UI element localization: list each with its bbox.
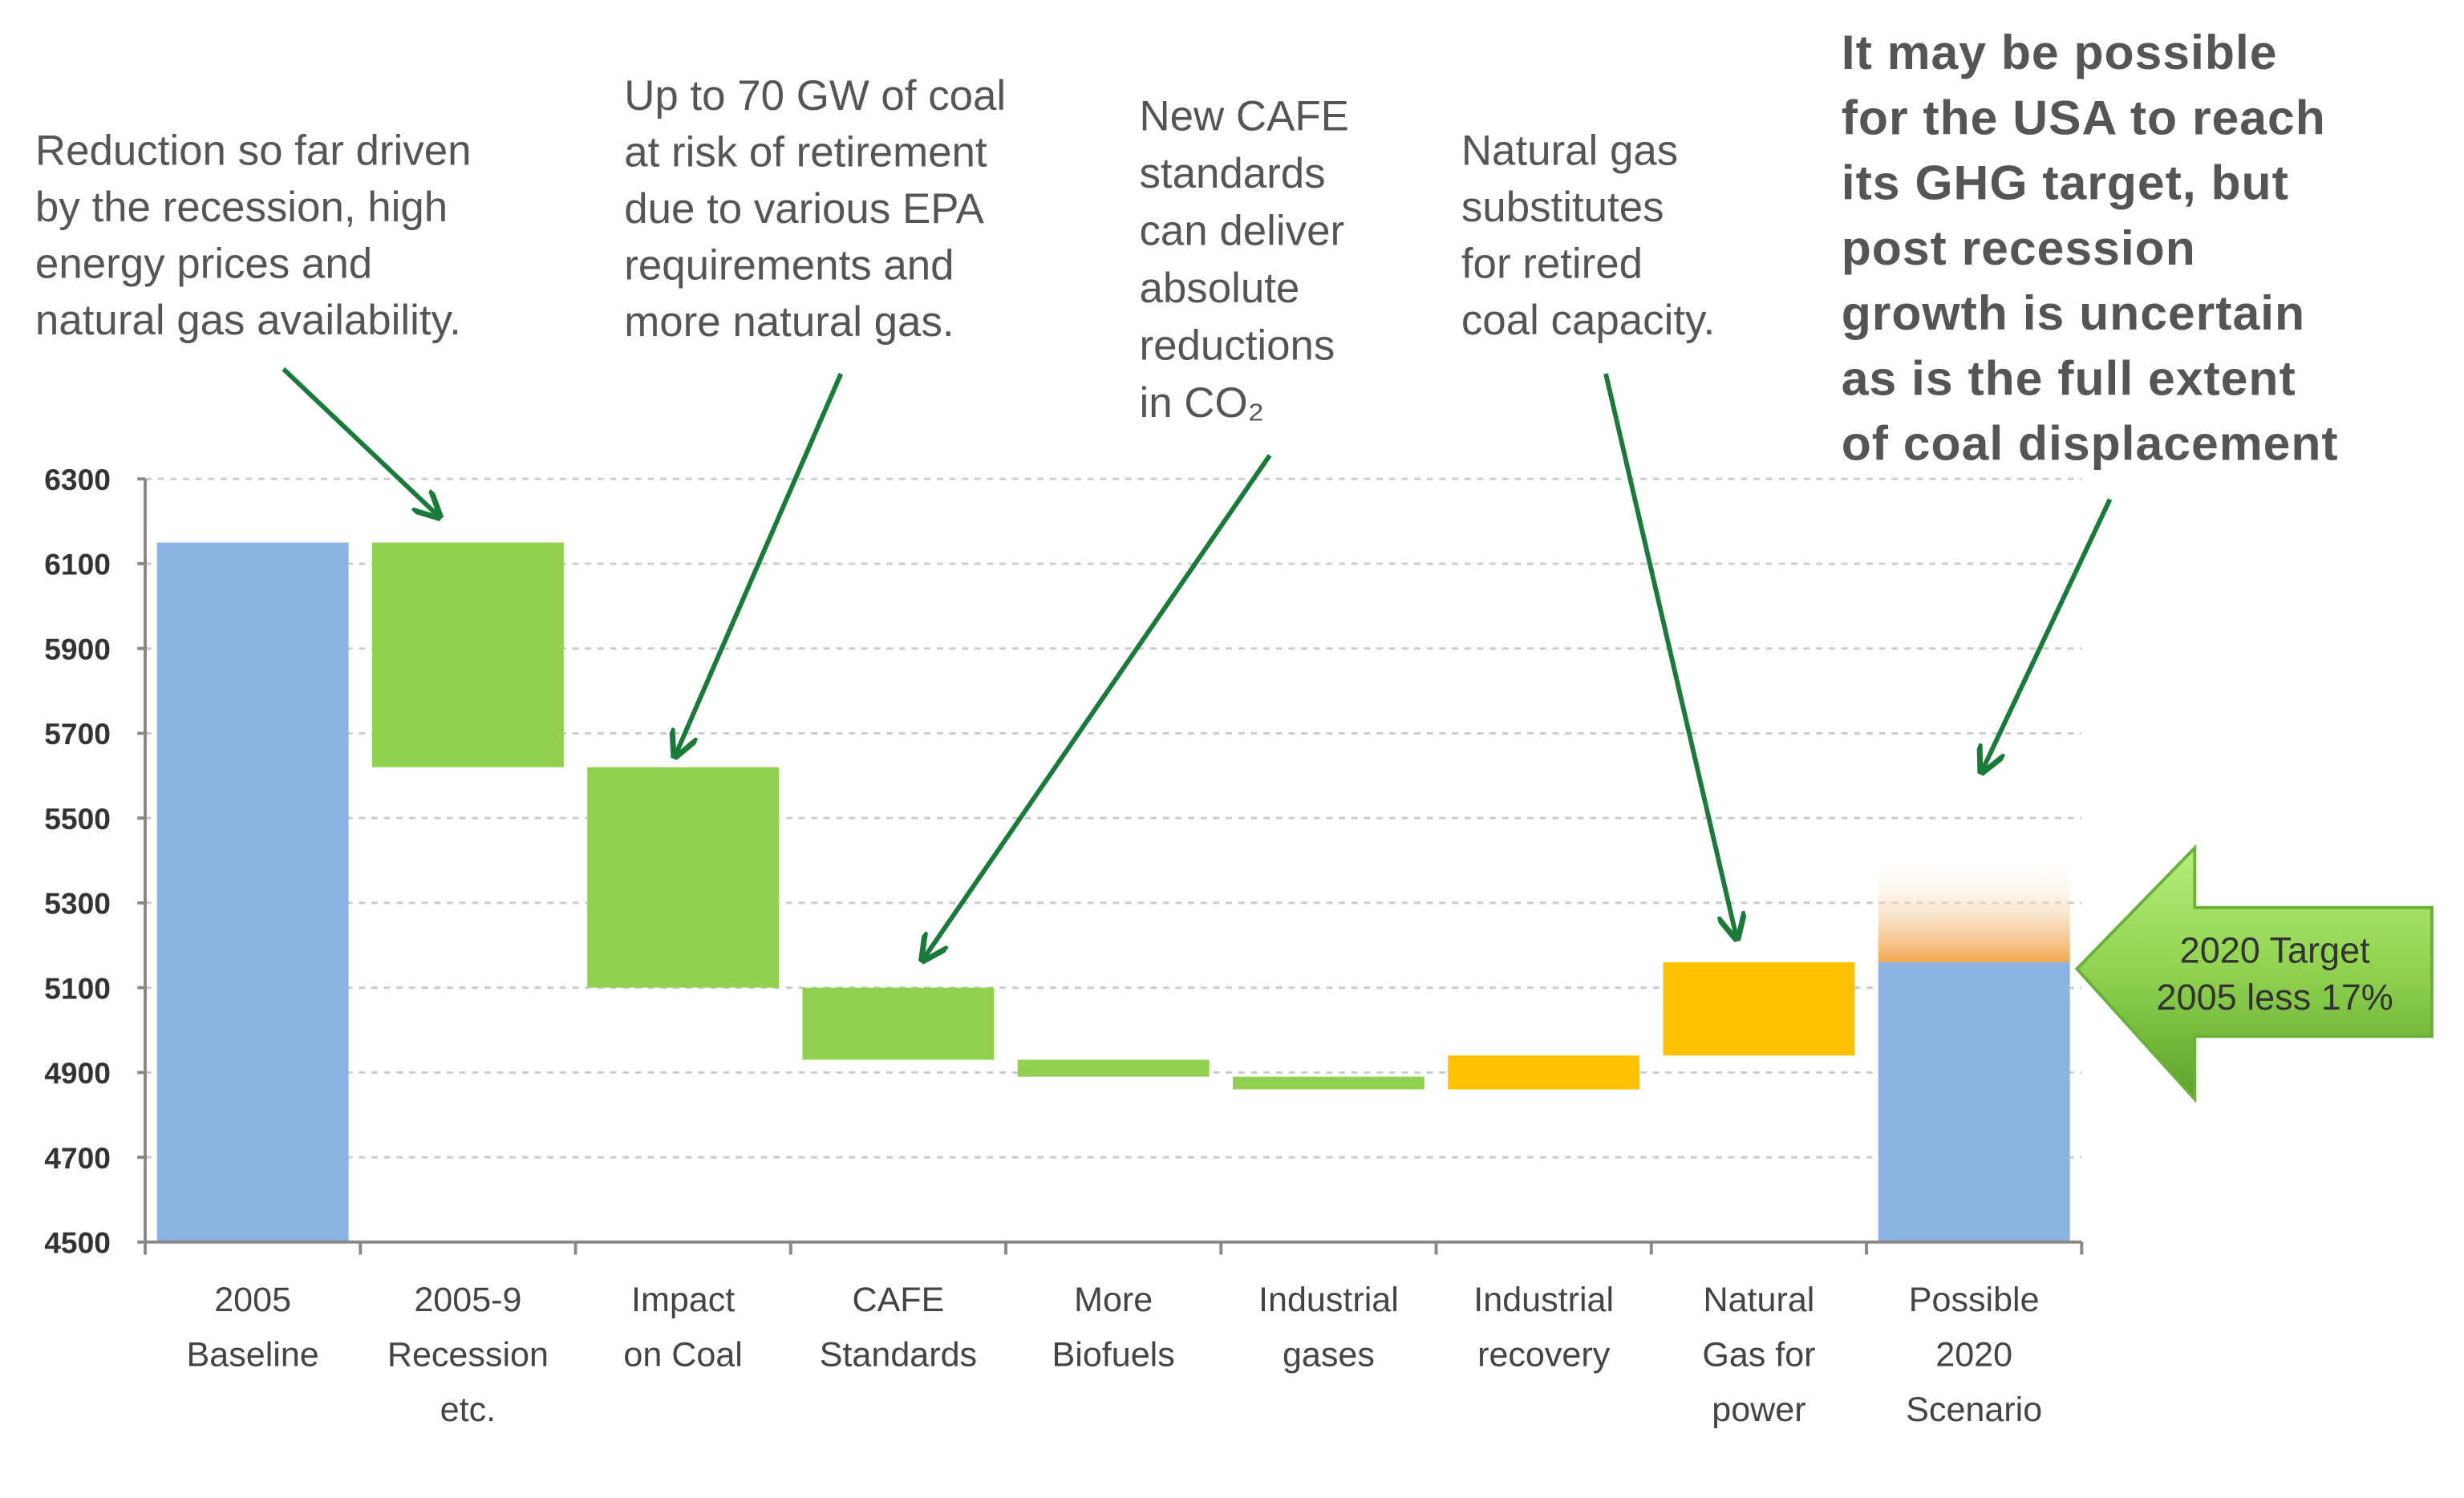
bar-increase — [1448, 1055, 1640, 1090]
annotation-text: absolute — [1139, 265, 1299, 312]
category-label: 2005 — [214, 1281, 291, 1319]
category-label: 2005-9 — [414, 1281, 521, 1319]
category-label: etc. — [440, 1391, 496, 1429]
bar-decrease — [1232, 1076, 1424, 1090]
bar-decrease — [802, 987, 995, 1060]
y-tick-label: 6100 — [44, 548, 111, 581]
category-label: Scenario — [1906, 1391, 2042, 1429]
annotation-text: Reduction so far driven — [35, 128, 472, 175]
annotation-text: can deliver — [1139, 207, 1344, 254]
y-tick-label: 5900 — [44, 632, 111, 666]
bar-decrease — [371, 542, 564, 767]
y-tick-label: 4500 — [44, 1226, 111, 1260]
category-label: on Coal — [623, 1336, 742, 1375]
annotation-text: for the USA to reach — [1842, 90, 2326, 144]
bar-increase — [1663, 962, 1855, 1056]
category-label: Industrial — [1473, 1281, 1614, 1319]
category-label: power — [1712, 1391, 1805, 1429]
annotations: Reduction so far driven by the recession,… — [35, 25, 2339, 958]
annotation-text: reductions — [1139, 322, 1335, 369]
annotation-text: its GHG target, but — [1842, 156, 2289, 210]
annotation-text: as is the full extent — [1842, 350, 2296, 405]
target-arrow: 2020 Target 2005 less 17% — [2074, 844, 2434, 1103]
target-label: 2020 Target — [2180, 929, 2370, 970]
annotation-text: more natural gas. — [624, 298, 954, 346]
y-tick-label: 5700 — [44, 717, 111, 751]
annotation-text: growth is uncertain — [1842, 285, 2305, 340]
y-tick-label: 4700 — [44, 1141, 111, 1175]
annotation-text: for retired — [1461, 241, 1643, 288]
category-label: Possible — [1909, 1281, 2040, 1319]
category-label: Impact — [631, 1281, 735, 1319]
category-label: Industrial — [1258, 1281, 1399, 1319]
target-arrow-icon — [2074, 844, 2434, 1103]
annotation-arrow — [676, 372, 844, 754]
category-label: Natural — [1704, 1281, 1815, 1319]
annotation-text: It may be possible — [1842, 25, 2278, 79]
target-label: 2005 less 17% — [2157, 977, 2393, 1018]
category-label: Recession — [387, 1336, 549, 1375]
annotation-arrow — [282, 367, 437, 515]
category-label: gases — [1283, 1336, 1375, 1375]
y-tick-label: 4900 — [44, 1056, 111, 1090]
annotation-text: in CO₂ — [1139, 379, 1264, 427]
bar-decrease — [1017, 1059, 1210, 1077]
annotation-text: Natural gas — [1461, 128, 1678, 175]
bar-total — [156, 542, 349, 1242]
annotation-text: Up to 70 GW of coal — [624, 72, 1006, 119]
bars — [156, 542, 2070, 1242]
category-label: 2020 — [1935, 1336, 2012, 1375]
y-tick-label: 5100 — [44, 971, 111, 1005]
bar-total — [1878, 962, 2070, 1242]
annotation-text: requirements and — [624, 242, 954, 289]
annotation-text: energy prices and — [35, 241, 372, 288]
annotation-text: natural gas availability. — [35, 297, 461, 344]
annotation-text: due to various EPA — [624, 185, 984, 233]
uncertainty-band — [1878, 856, 2070, 962]
category-labels: 2005 Baseline 2005-9 Recession etc. Impact on … — [187, 1281, 2043, 1429]
annotation-text: coal capacity. — [1461, 297, 1715, 344]
category-label: Standards — [820, 1336, 977, 1375]
axes: 4500 4700 4900 5100 5300 5500 5700 5900 6100 6300 — [44, 463, 2084, 1260]
category-label: CAFE — [852, 1281, 944, 1319]
category-label: Gas for — [1702, 1336, 1815, 1375]
y-tick-label: 6300 — [44, 463, 111, 496]
bar-decrease — [587, 767, 780, 988]
annotation-arrow — [1603, 373, 1737, 936]
y-tick-label: 5300 — [44, 887, 111, 921]
annotation-arrow — [924, 454, 1272, 958]
annotation-text: at risk of retirement — [624, 129, 987, 176]
annotation-text: substitutes — [1461, 184, 1664, 231]
y-tick-label: 5500 — [44, 802, 111, 836]
category-label: recovery — [1477, 1336, 1611, 1375]
annotation-text: by the recession, high — [35, 184, 448, 231]
annotation-text: post recession — [1842, 221, 2196, 275]
annotation-text: New CAFE — [1139, 93, 1348, 140]
category-label: Biofuels — [1052, 1336, 1175, 1375]
annotation-text: standards — [1139, 150, 1325, 197]
annotation-text: of coal displacement — [1842, 416, 2339, 471]
annotation-arrow — [1983, 498, 2113, 770]
category-label: Baseline — [187, 1336, 319, 1375]
category-label: More — [1074, 1281, 1153, 1319]
